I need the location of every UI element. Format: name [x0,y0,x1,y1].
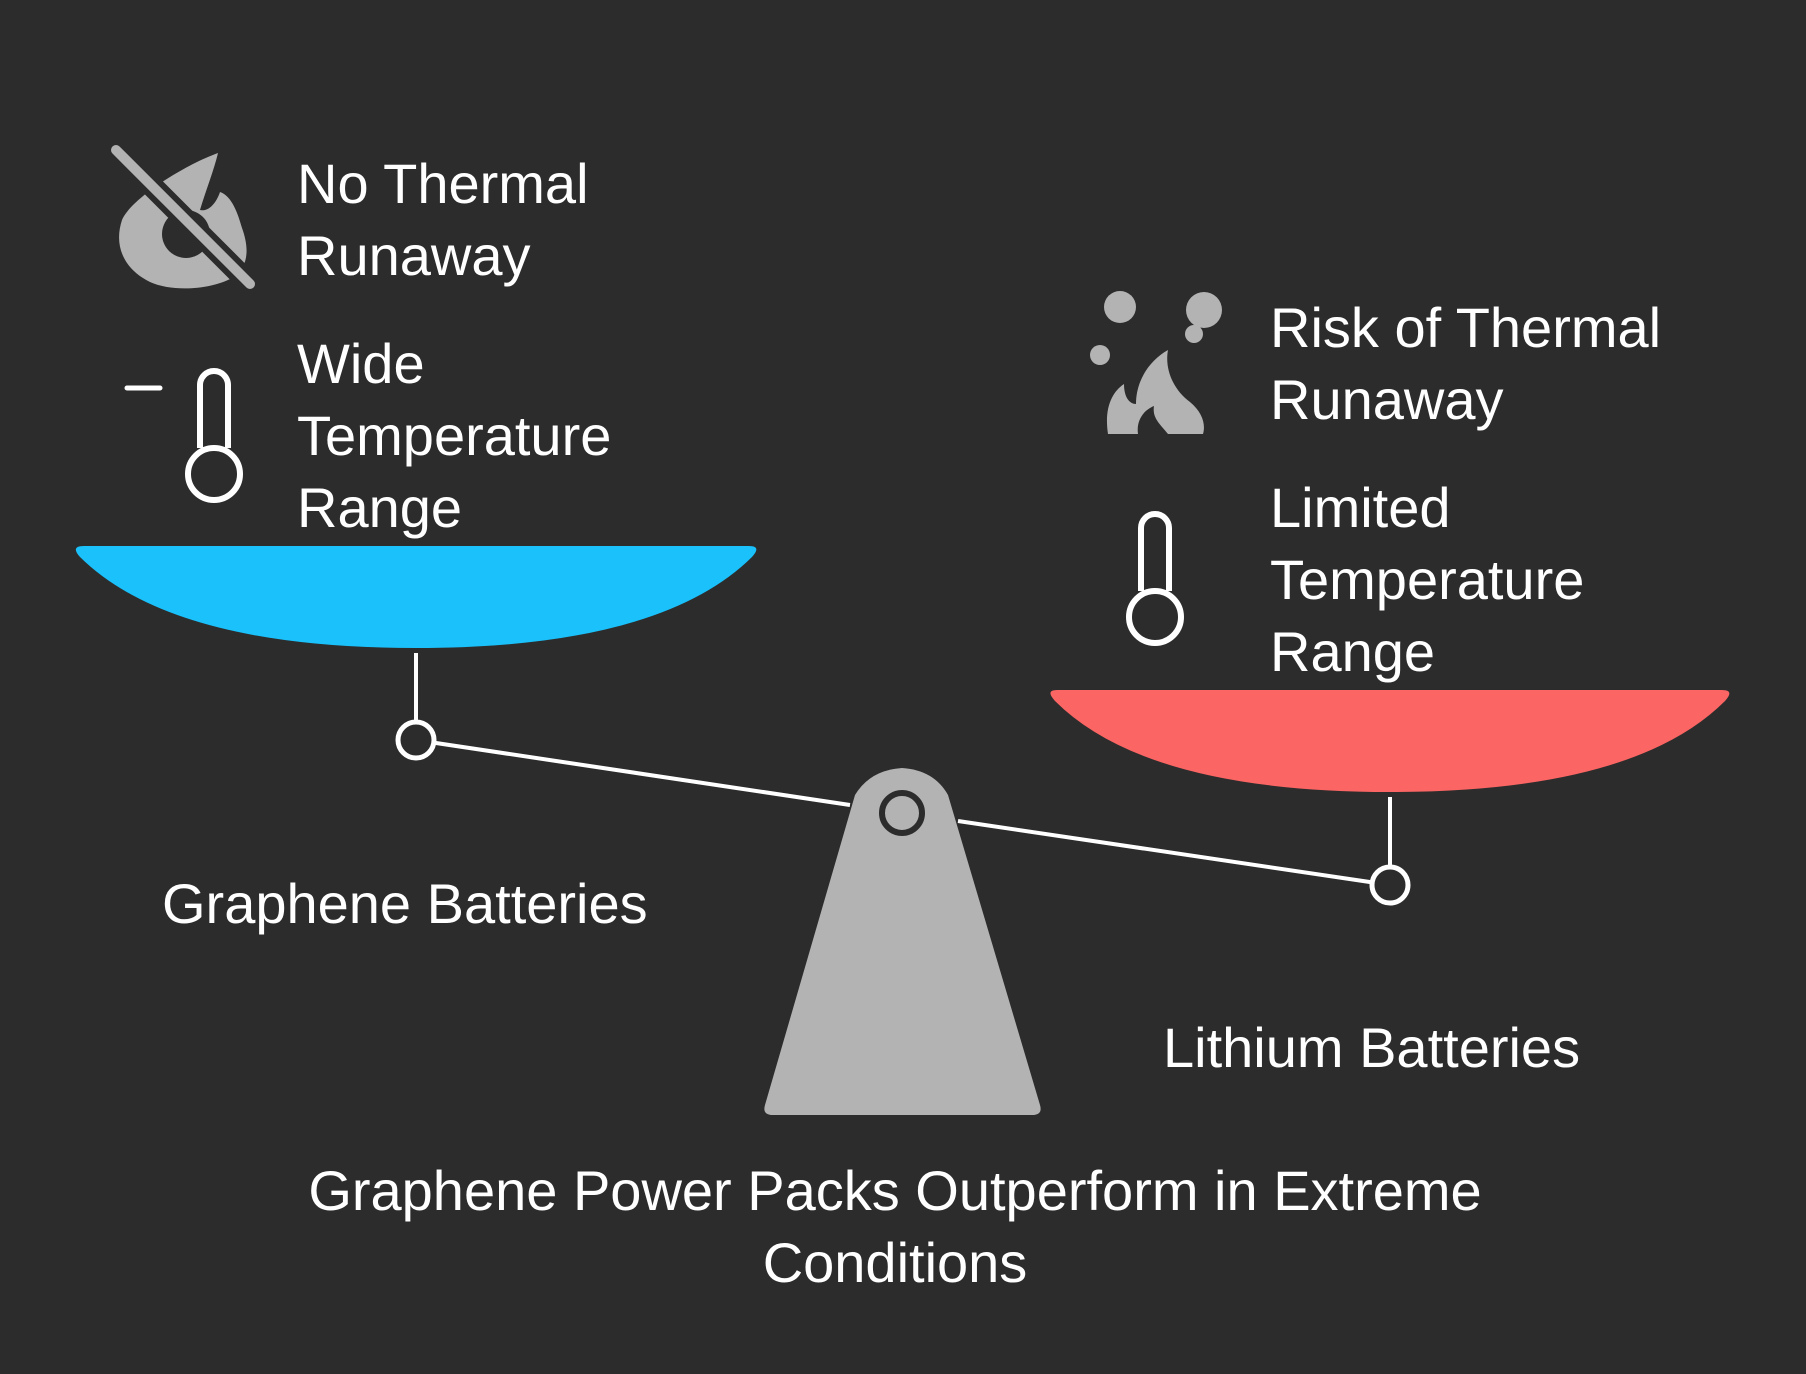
thermometer-icon [1126,511,1184,646]
lithium-batteries-title: Lithium Batteries [1163,1016,1581,1079]
left-pan-assembly [75,546,757,761]
right-pan-assembly [1050,690,1730,906]
left-pan [75,546,757,648]
scale-fulcrum [764,768,1041,1115]
thermometer-minus-icon [124,368,243,503]
scale-beam [415,738,1391,887]
wide-temperature-range-label: Wide Temperature Range [297,332,612,539]
fire-smoke-icon [1090,291,1222,434]
risk-of-thermal-runaway-label: Risk of Thermal Runaway [1270,296,1662,431]
left-pan-hinge [395,719,437,761]
fire-off-icon [105,139,261,295]
graphene-batteries-title: Graphene Batteries [162,872,648,935]
right-pan [1050,690,1730,792]
no-thermal-runaway-label: No Thermal Runaway [297,152,589,287]
fulcrum-pivot [879,790,925,836]
limited-temperature-range-label: Limited Temperature Range [1270,476,1585,683]
diagram-caption: Graphene Power Packs Outperform in Extre… [308,1159,1482,1294]
right-pan-hinge [1369,864,1411,906]
